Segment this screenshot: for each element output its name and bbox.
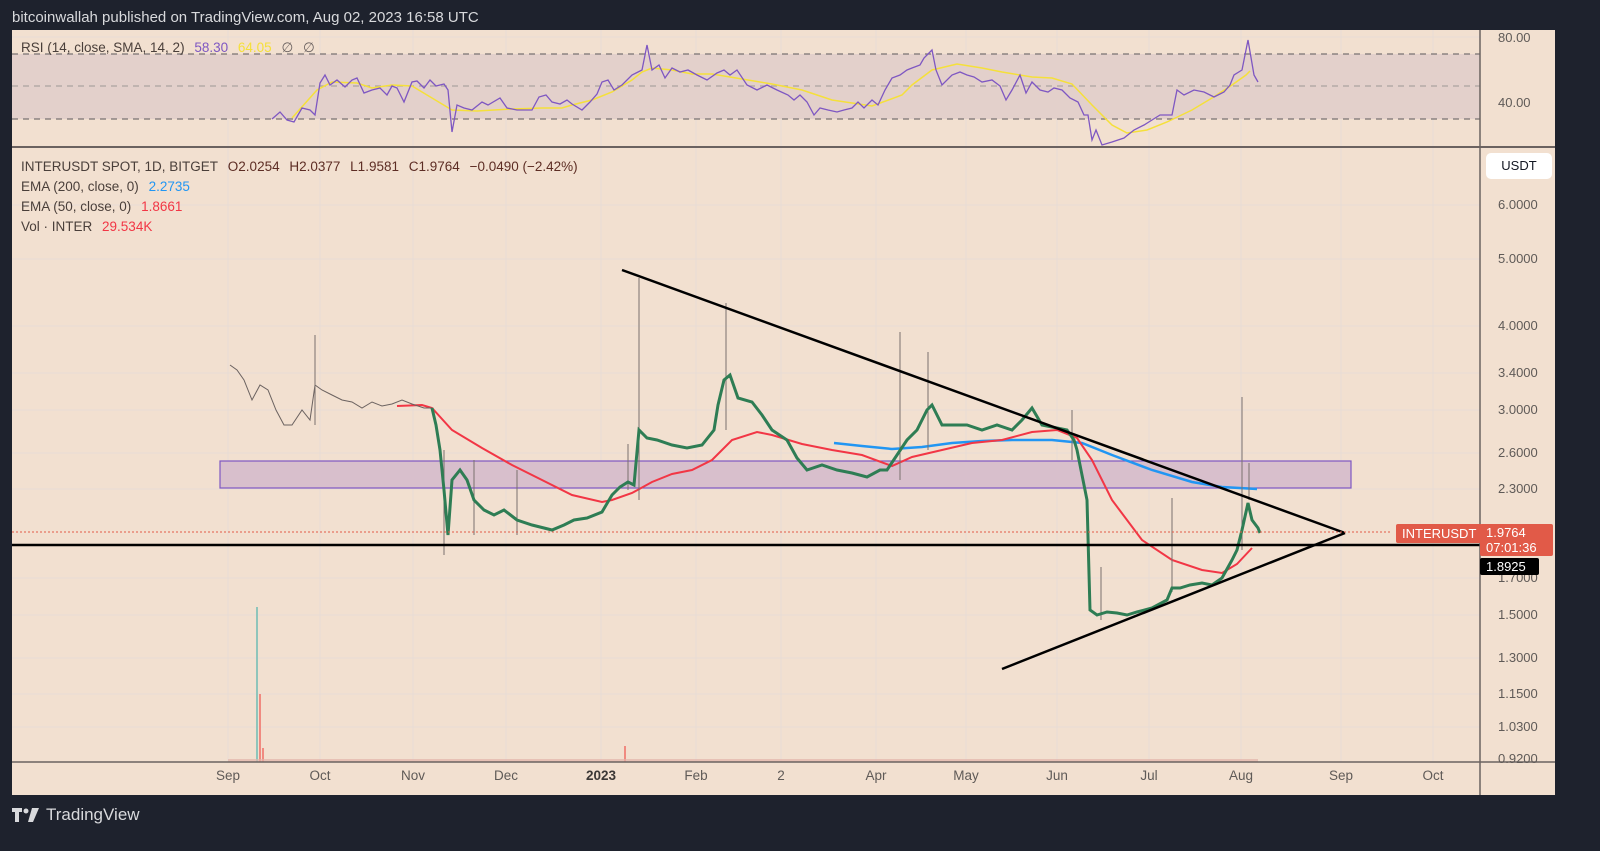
price-tick: 5.0000 (1498, 251, 1538, 266)
publisher-line: bitcoinwallah published on TradingView.c… (12, 9, 479, 26)
time-tick: Sep (1328, 768, 1354, 783)
ascending-trendline (1001, 531, 1346, 671)
ohlc-open: O2.0254 (227, 159, 280, 174)
price-tick: 1.3000 (1498, 650, 1538, 665)
time-tick: Oct (1422, 768, 1444, 783)
rsi-legend[interactable]: RSI (14, close, SMA, 14, 2) 58.30 64.05 … (21, 40, 321, 56)
time-tick: Feb (684, 768, 708, 783)
symbol-price-tag: INTERUSDT (1396, 524, 1483, 543)
main-legend[interactable]: INTERUSDT SPOT, 1D, BITGET O2.0254 H2.03… (21, 157, 584, 237)
time-tick: Aug (1228, 768, 1254, 783)
ema50-value: 1.8661 (141, 199, 183, 214)
volume-row[interactable]: Vol · INTER 29.534K (21, 217, 584, 237)
tradingview-brand[interactable]: TradingView (12, 804, 140, 826)
ema200-row[interactable]: EMA (200, close, 0) 2.2735 (21, 177, 584, 197)
ema200-value: 2.2735 (148, 179, 190, 194)
time-tick: May (953, 768, 979, 783)
volume-value: 29.534K (102, 219, 153, 234)
rsi-sma-line (291, 63, 1251, 134)
chart-canvas[interactable] (12, 30, 1555, 795)
rsi-levels (12, 53, 1480, 120)
rsi-axis-40: 40.00 (1498, 95, 1531, 110)
ema50-label: EMA (50, close, 0) (21, 199, 132, 214)
rsi-axis-80: 80.00 (1498, 30, 1531, 45)
brand-name: TradingView (46, 805, 140, 824)
last-price-value: 1.9764 (1486, 525, 1526, 540)
time-tick: 2 (777, 768, 785, 783)
price-tick: 2.6000 (1498, 445, 1538, 460)
time-tick: Dec (493, 768, 519, 783)
tradingview-logo-icon (12, 808, 39, 822)
price-tick: 1.0300 (1498, 719, 1538, 734)
last-price-tag: 1.9764 07:01:36 (1480, 524, 1553, 556)
ohlc-high: H2.0377 (289, 159, 341, 174)
ema200-line (833, 438, 1258, 491)
price-tick: 3.0000 (1498, 402, 1538, 417)
time-tick: Oct (309, 768, 331, 783)
descending-trendline (621, 268, 1346, 535)
ema200-label: EMA (200, close, 0) (21, 179, 139, 194)
time-tick: Jun (1046, 768, 1068, 783)
price-tick: 1.1500 (1498, 686, 1538, 701)
price-tick: 3.4000 (1498, 365, 1538, 380)
ema50-line (396, 403, 1253, 575)
horizontal-line-price-tag: 1.8925 (1480, 558, 1539, 575)
time-tick: Jul (1140, 768, 1158, 783)
ohlc-change: −0.0490 (−2.42%) (469, 159, 578, 174)
price-tick: 0.9200 (1498, 751, 1538, 766)
currency-button[interactable]: USDT (1486, 153, 1552, 179)
bar-countdown: 07:01:36 (1486, 540, 1537, 555)
ema50-row[interactable]: EMA (50, close, 0) 1.8661 (21, 197, 584, 217)
volume-bars (228, 607, 1258, 762)
time-tick-year: 2023 (585, 768, 617, 783)
rsi-value: 58.30 (194, 40, 229, 55)
price-tick: 1.5000 (1498, 607, 1538, 622)
symbol-line: INTERUSDT SPOT, 1D, BITGET (21, 159, 219, 174)
time-tick: Sep (215, 768, 241, 783)
rsi-line (271, 39, 1259, 146)
price-tick: 6.0000 (1498, 197, 1538, 212)
time-tick: Apr (865, 768, 887, 783)
rsi-empty-1: ∅ (281, 40, 294, 55)
grid-lines (12, 30, 1480, 762)
candles (229, 278, 1262, 620)
price-tick: 4.0000 (1498, 318, 1538, 333)
rsi-label: RSI (14, close, SMA, 14, 2) (21, 40, 185, 55)
rsi-sma-value: 64.05 (237, 40, 272, 55)
price-tick: 2.3000 (1498, 481, 1538, 496)
time-tick: Nov (400, 768, 426, 783)
volume-label: Vol · INTER (21, 219, 93, 234)
ohlc-close: C1.9764 (408, 159, 460, 174)
chart-frame[interactable]: RSI (14, close, SMA, 14, 2) 58.30 64.05 … (12, 30, 1555, 795)
symbol-row[interactable]: INTERUSDT SPOT, 1D, BITGET O2.0254 H2.03… (21, 157, 584, 177)
ohlc-low: L1.9581 (350, 159, 399, 174)
rsi-empty-2: ∅ (302, 40, 315, 55)
